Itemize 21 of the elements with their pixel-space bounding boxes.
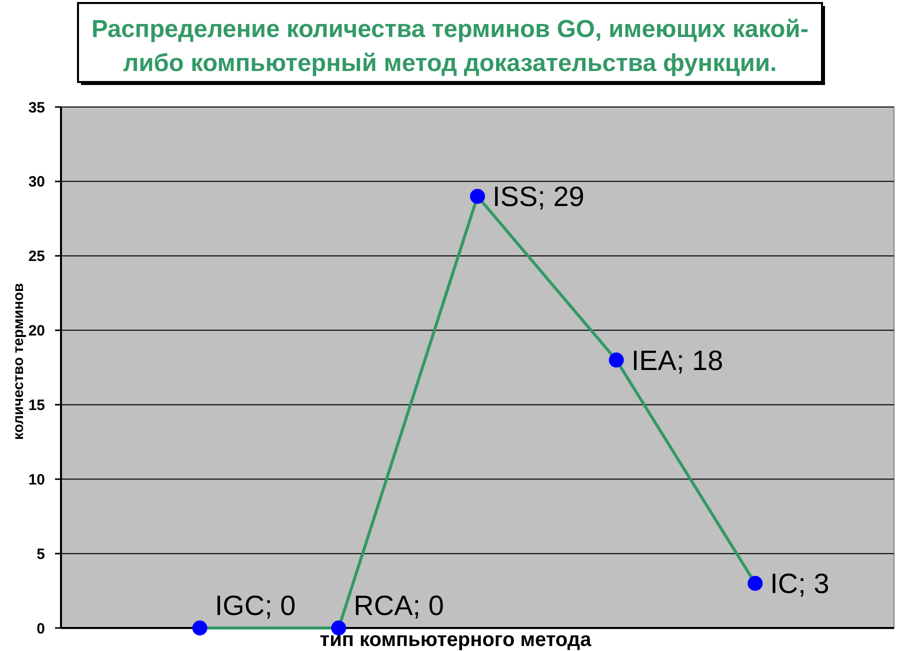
y-tick-label: 15	[28, 396, 45, 414]
y-tick-label: 35	[28, 99, 45, 116]
data-label: IEA; 18	[631, 344, 724, 376]
point	[608, 352, 624, 368]
data-label: ISS; 29	[492, 181, 584, 212]
data-label: IC; 3	[770, 568, 830, 600]
y-tick-label: 30	[28, 174, 45, 191]
data-label: IGC; 0	[214, 590, 296, 621]
point	[331, 620, 346, 636]
x-axis-title: тип компьютерного метода	[320, 629, 592, 651]
point	[470, 188, 485, 204]
y-tick-label: 20	[28, 322, 45, 340]
y-tick-label: 0	[36, 620, 45, 638]
y-tick-label: 25	[28, 248, 45, 266]
point	[748, 576, 763, 591]
point	[192, 620, 208, 636]
y-axis-title: количество терминов	[11, 283, 28, 440]
chart-title: Распределение количества терминов GO, имеющих какой-либо компьютерный метод доказательства функции.	[92, 16, 808, 77]
y-tick-label: 10	[28, 471, 45, 488]
y-tick-label: 5	[36, 546, 45, 563]
data-label: RCA; 0	[354, 590, 444, 621]
